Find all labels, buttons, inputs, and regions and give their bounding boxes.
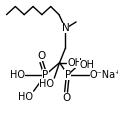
Text: O: O — [37, 51, 45, 61]
Text: N: N — [62, 23, 69, 33]
Text: P: P — [65, 70, 71, 80]
Text: HO: HO — [10, 70, 25, 80]
Text: OH: OH — [67, 58, 82, 68]
Text: O: O — [62, 93, 70, 103]
Text: HO: HO — [39, 79, 54, 89]
Text: O⁻Na⁺: O⁻Na⁺ — [90, 70, 118, 80]
Text: P: P — [42, 70, 48, 80]
Text: HO: HO — [18, 92, 33, 102]
Text: OH: OH — [79, 60, 94, 70]
